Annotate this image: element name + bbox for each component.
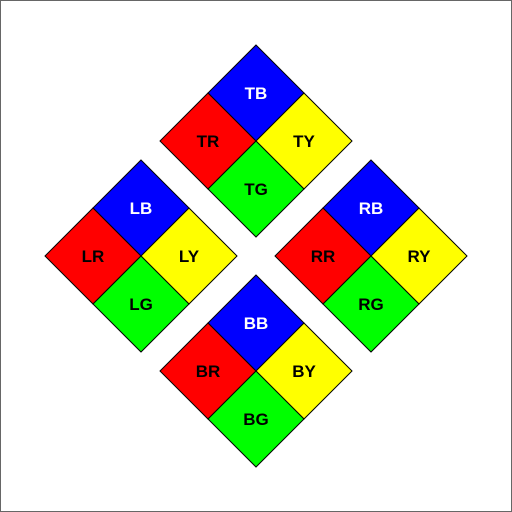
cell-label-tb: TB bbox=[245, 84, 268, 103]
cell-label-lr: LR bbox=[82, 247, 105, 266]
cell-label-rg: RG bbox=[358, 295, 384, 314]
cell-label-lg: LG bbox=[129, 295, 153, 314]
cell-label-lb: LB bbox=[130, 199, 153, 218]
diamond-bottom: BB BR BY BG bbox=[159, 274, 353, 468]
cell-label-tr: TR bbox=[197, 132, 220, 151]
cell-label-tg: TG bbox=[244, 180, 268, 199]
diamond-right: RB RR RY RG bbox=[274, 159, 468, 353]
cell-label-ty: TY bbox=[293, 132, 315, 151]
cell-label-br: BR bbox=[196, 362, 221, 381]
cell-label-rr: RR bbox=[311, 247, 336, 266]
diamond-left: LB LR LY LG bbox=[44, 159, 238, 353]
cell-label-ry: RY bbox=[408, 247, 432, 266]
diamond-top: TB TR TY TG bbox=[159, 44, 353, 238]
cell-bg bbox=[207, 370, 305, 468]
cell-label-by: BY bbox=[292, 362, 316, 381]
cell-label-rb: RB bbox=[359, 199, 384, 218]
cell-label-bg: BG bbox=[243, 410, 269, 429]
cell-lg bbox=[92, 255, 190, 353]
cell-rg bbox=[322, 255, 420, 353]
cell-tg bbox=[207, 140, 305, 238]
cell-label-bb: BB bbox=[244, 314, 269, 333]
cell-label-ly: LY bbox=[179, 247, 200, 266]
